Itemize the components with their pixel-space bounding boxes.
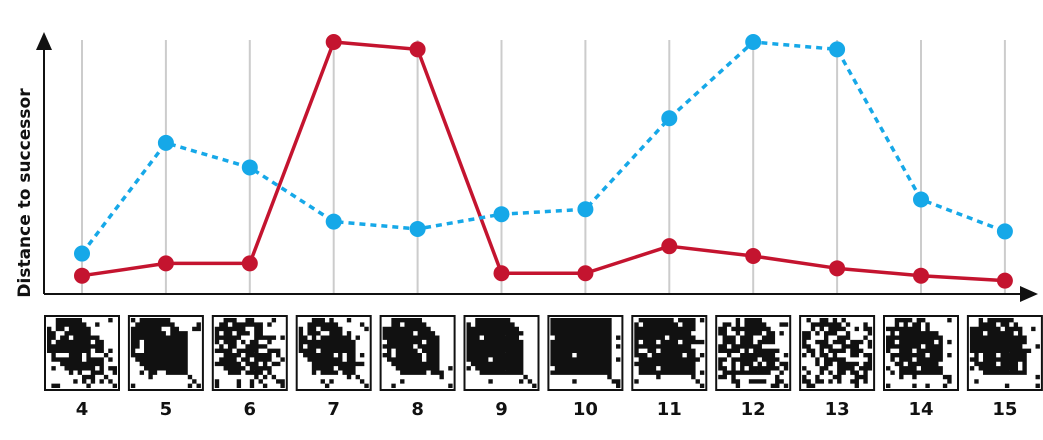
thumbnail-pattern <box>634 318 705 389</box>
series-0-point-9 <box>493 265 510 282</box>
series-0-line <box>81 40 1006 283</box>
thumbnail-8 <box>379 315 456 391</box>
y-axis-arrow <box>36 32 52 50</box>
series-0-point-8 <box>409 41 426 58</box>
thumbnail-pattern <box>718 318 789 389</box>
thumbnail-pattern <box>550 318 621 389</box>
x-axis-arrow <box>1020 286 1038 302</box>
series-1-point-9 <box>493 206 510 223</box>
thumbnail-9 <box>463 315 540 391</box>
x-tick-label-14: 14 <box>908 399 933 420</box>
x-tick-label-9: 9 <box>495 399 508 420</box>
series-1-point-5 <box>157 134 174 151</box>
thumbnail-10 <box>547 315 624 391</box>
thumbnail-pattern <box>298 318 369 389</box>
thumbnail-4 <box>44 315 120 391</box>
series-1-point-15 <box>996 223 1013 240</box>
thumbnail-pattern <box>214 318 285 389</box>
thumbnail-11 <box>631 315 708 391</box>
series-0-point-6 <box>241 255 258 272</box>
thumbnail-pattern <box>466 318 537 389</box>
series-1-point-11 <box>661 110 678 127</box>
x-tick-label-8: 8 <box>411 399 424 420</box>
series-1-point-12 <box>745 34 762 50</box>
thumbnail-pattern <box>886 318 952 389</box>
series-0-point-11 <box>661 238 678 255</box>
series-0-point-7 <box>325 34 342 50</box>
series-1-point-4 <box>74 245 90 262</box>
thumbnail-row <box>44 315 1043 391</box>
thumbnail-5 <box>127 315 204 391</box>
x-tick-label-7: 7 <box>327 399 340 420</box>
series-1-point-7 <box>325 213 342 230</box>
thumbnail-pattern <box>382 318 453 389</box>
series-0-point-14 <box>913 267 929 284</box>
x-tick-label-11: 11 <box>657 399 682 420</box>
thumbnail-pattern <box>130 318 201 389</box>
thumbnail-14 <box>883 315 959 391</box>
thumbnail-pattern <box>969 318 1040 389</box>
thumbnail-7 <box>295 315 372 391</box>
series-0-point-12 <box>745 248 762 265</box>
series-0 <box>74 34 1013 289</box>
series-0-point-4 <box>74 267 90 284</box>
axes <box>36 32 1038 302</box>
series-layer <box>74 34 1013 289</box>
thumbnail-12 <box>715 315 792 391</box>
series-0-point-10 <box>577 265 594 282</box>
x-tick-labels: 4 5 6 7 8 9 10 11 12 13 14 15 <box>76 399 1018 420</box>
series-1-point-10 <box>577 201 594 218</box>
series-0-point-15 <box>996 272 1013 289</box>
series-0-point-5 <box>157 255 174 272</box>
series-1-point-6 <box>241 159 258 176</box>
thumbnail-pattern <box>802 318 873 389</box>
thumbnail-pattern <box>47 318 118 389</box>
x-tick-label-5: 5 <box>160 399 173 420</box>
thumbnail-15 <box>966 315 1043 391</box>
series-1 <box>74 34 1013 262</box>
series-1-point-8 <box>409 220 426 237</box>
x-tick-label-15: 15 <box>992 399 1017 420</box>
x-tick-label-10: 10 <box>573 399 598 420</box>
x-tick-label-12: 12 <box>741 399 766 420</box>
series-1-point-13 <box>829 41 846 58</box>
x-tick-label-6: 6 <box>244 399 257 420</box>
x-tick-label-13: 13 <box>825 399 850 420</box>
series-0-point-13 <box>829 260 846 277</box>
thumbnail-6 <box>211 315 288 391</box>
series-1-point-14 <box>913 191 929 208</box>
vertical-gridlines <box>81 40 1006 293</box>
x-tick-label-4: 4 <box>76 399 89 420</box>
thumbnail-13 <box>799 315 876 391</box>
y-axis-label: Distance to successor <box>15 88 35 298</box>
series-1-line <box>80 40 1006 255</box>
